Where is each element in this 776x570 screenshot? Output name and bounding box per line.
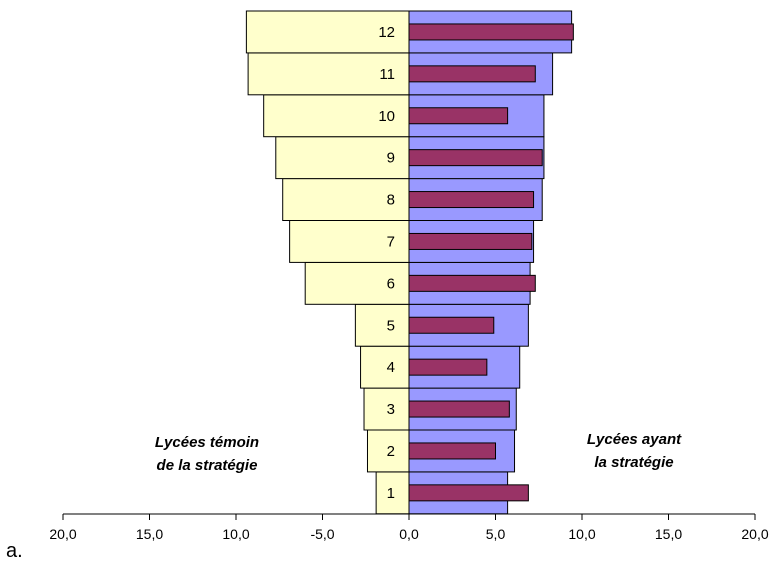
inner-bar-10	[408, 107, 509, 125]
left-group-label: Lycées témoin de la stratégie	[155, 434, 259, 474]
inner-bar-3	[408, 400, 510, 418]
inner-bar-6	[408, 274, 536, 292]
category-label-5: 5	[387, 317, 395, 334]
x-axis	[62, 513, 756, 520]
left-bar-6	[304, 261, 410, 305]
inner-bar-8	[408, 191, 535, 209]
category-label-9: 9	[387, 150, 395, 167]
left-bar-1	[375, 471, 410, 515]
left-text-line: Lycées témoin	[155, 434, 259, 451]
inner-bar-12	[408, 23, 574, 41]
category-label-11: 11	[379, 66, 395, 83]
left-text-line: de la stratégie	[157, 457, 258, 474]
left-bar-12	[245, 10, 410, 54]
figure-label: a.	[6, 540, 23, 562]
category-label-8: 8	[387, 192, 395, 209]
x-tick-labels: 20,0 15,0 10,0 -5,0 0,0 5,0 10,0 15,0 20,0	[49, 526, 768, 542]
left-bar-8	[282, 178, 410, 222]
x-tick-label: 20,0	[741, 526, 768, 542]
inner-bar-9	[408, 149, 543, 167]
x-tick-label: -5,0	[310, 526, 334, 542]
category-label-6: 6	[387, 275, 395, 292]
left-bar-10	[263, 94, 410, 138]
inner-bar-5	[408, 316, 495, 334]
inner-bar-4	[408, 358, 488, 376]
left-bar-4	[360, 345, 410, 389]
category-label-7: 7	[387, 233, 395, 250]
right-text-line: la stratégie	[594, 454, 673, 471]
left-bar-3	[363, 387, 410, 431]
inner-bar-7	[408, 232, 533, 250]
left-bar-11	[247, 52, 410, 96]
category-label-12: 12	[378, 24, 395, 41]
category-label-3: 3	[387, 401, 395, 418]
x-tick-label: 0,0	[399, 526, 419, 542]
x-tick-label: 15,0	[136, 526, 163, 542]
x-tick-label: 5,0	[486, 526, 506, 542]
x-tick-label: 10,0	[568, 526, 595, 542]
category-label-2: 2	[387, 443, 395, 460]
left-bar-5	[354, 303, 410, 347]
right-group-label: Lycées ayant la stratégie	[587, 431, 682, 471]
inner-bar-2	[408, 442, 496, 460]
x-tick-label: 15,0	[655, 526, 682, 542]
right-text-line: Lycées ayant	[587, 431, 682, 448]
bars-group	[245, 10, 574, 515]
x-tick-label: 20,0	[49, 526, 76, 542]
category-label-10: 10	[378, 108, 395, 125]
inner-bar-11	[408, 65, 536, 83]
category-label-1: 1	[387, 485, 395, 502]
category-label-4: 4	[387, 359, 395, 376]
inner-bar-1	[408, 484, 529, 502]
x-tick-label: 10,0	[222, 526, 249, 542]
